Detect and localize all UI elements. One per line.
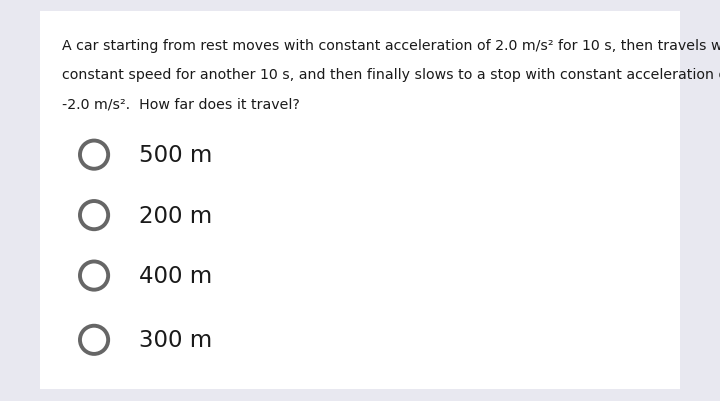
- Text: 400 m: 400 m: [139, 264, 212, 288]
- Text: 500 m: 500 m: [139, 144, 212, 167]
- Ellipse shape: [80, 141, 108, 169]
- Ellipse shape: [80, 202, 108, 230]
- Text: 200 m: 200 m: [139, 204, 212, 227]
- Text: A car starting from rest moves with constant acceleration of 2.0 m/s² for 10 s, : A car starting from rest moves with cons…: [62, 38, 720, 53]
- Text: 300 m: 300 m: [139, 328, 212, 351]
- Ellipse shape: [80, 262, 108, 290]
- Text: -2.0 m/s².  How far does it travel?: -2.0 m/s². How far does it travel?: [62, 97, 300, 111]
- Text: constant speed for another 10 s, and then finally slows to a stop with constant : constant speed for another 10 s, and the…: [62, 68, 720, 82]
- Ellipse shape: [80, 326, 108, 354]
